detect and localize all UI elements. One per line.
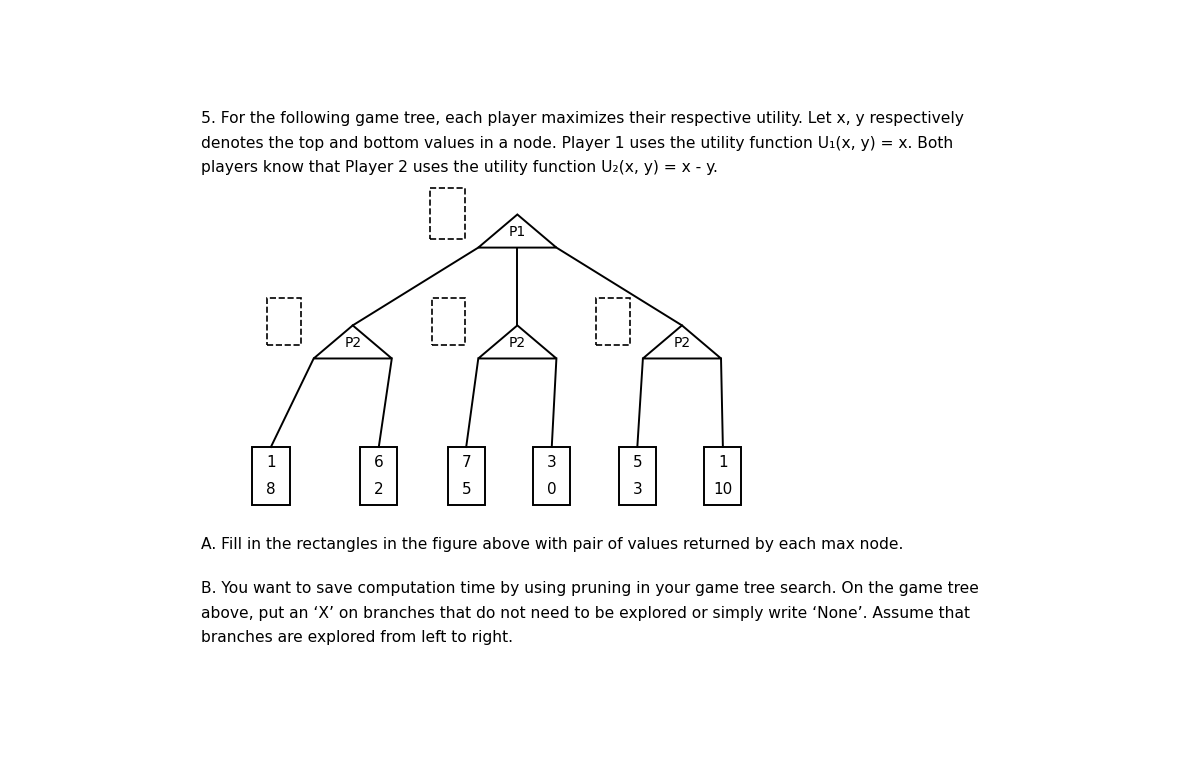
Text: 3: 3 — [547, 456, 557, 470]
Text: P2: P2 — [344, 337, 361, 350]
Text: 0: 0 — [547, 482, 557, 497]
Text: 6: 6 — [374, 456, 384, 470]
Text: 5: 5 — [632, 456, 642, 470]
Text: A. Fill in the rectangles in the figure above with pair of values returned by ea: A. Fill in the rectangles in the figure … — [202, 537, 904, 553]
Text: 8: 8 — [266, 482, 276, 497]
Text: 1: 1 — [266, 456, 276, 470]
Text: 3: 3 — [632, 482, 642, 497]
Text: B. You want to save computation time by using pruning in your game tree search. : B. You want to save computation time by … — [202, 581, 979, 597]
Text: above, put an ‘X’ on branches that do not need to be explored or simply write ‘N: above, put an ‘X’ on branches that do no… — [202, 606, 970, 621]
Text: branches are explored from left to right.: branches are explored from left to right… — [202, 630, 514, 645]
Text: 7: 7 — [461, 456, 472, 470]
Text: P2: P2 — [509, 337, 526, 350]
Text: 1: 1 — [718, 456, 727, 470]
Text: P1: P1 — [509, 225, 526, 240]
Text: denotes the top and bottom values in a node. Player 1 uses the utility function : denotes the top and bottom values in a n… — [202, 136, 953, 151]
Text: players know that Player 2 uses the utility function U₂(x, y) = x - y.: players know that Player 2 uses the util… — [202, 161, 718, 175]
Text: 5: 5 — [461, 482, 472, 497]
Text: 10: 10 — [713, 482, 732, 497]
Text: P2: P2 — [673, 337, 690, 350]
Text: 2: 2 — [374, 482, 384, 497]
Text: 5. For the following game tree, each player maximizes their respective utility. : 5. For the following game tree, each pla… — [202, 111, 964, 127]
